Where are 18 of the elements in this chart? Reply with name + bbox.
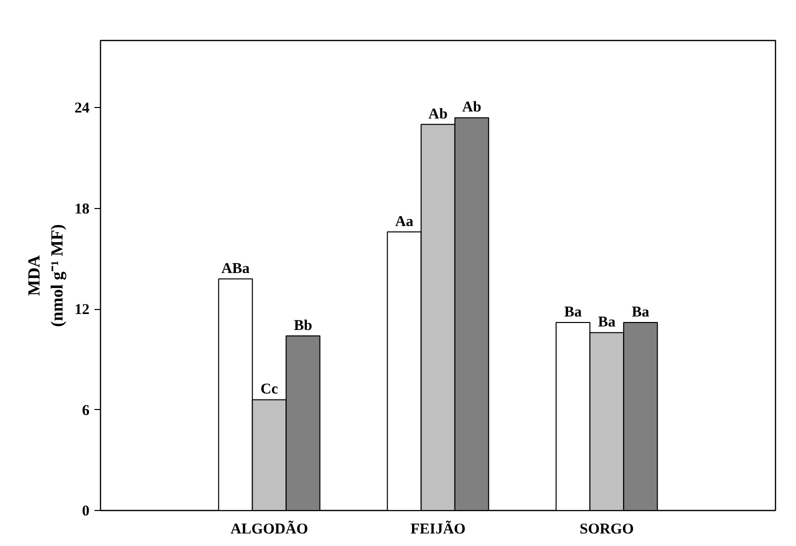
data-label: Ba (632, 304, 650, 320)
data-label: Ab (462, 100, 482, 116)
x-tick-label: FEIJÃO (410, 520, 466, 538)
y-tick-label: 12 (74, 302, 90, 318)
y-axis-title: MDA (nmol g⁻¹ MF) (24, 224, 66, 327)
data-label: Bb (294, 318, 312, 334)
y-tick-label: 18 (74, 201, 90, 218)
data-label: Ab (428, 106, 448, 122)
data-label: Ba (564, 304, 582, 320)
y-tick-label: 24 (74, 100, 90, 117)
x-tick-label: SORGO (580, 522, 634, 538)
y-tick-label: 0 (82, 504, 90, 520)
x-tick-label: ALGODÃO (230, 520, 308, 538)
y-tick-label: 6 (82, 402, 90, 419)
data-label: ABa (221, 260, 250, 277)
data-label: Ba (598, 314, 616, 331)
data-label: Cc (260, 382, 278, 398)
data-label: Aa (395, 214, 414, 230)
